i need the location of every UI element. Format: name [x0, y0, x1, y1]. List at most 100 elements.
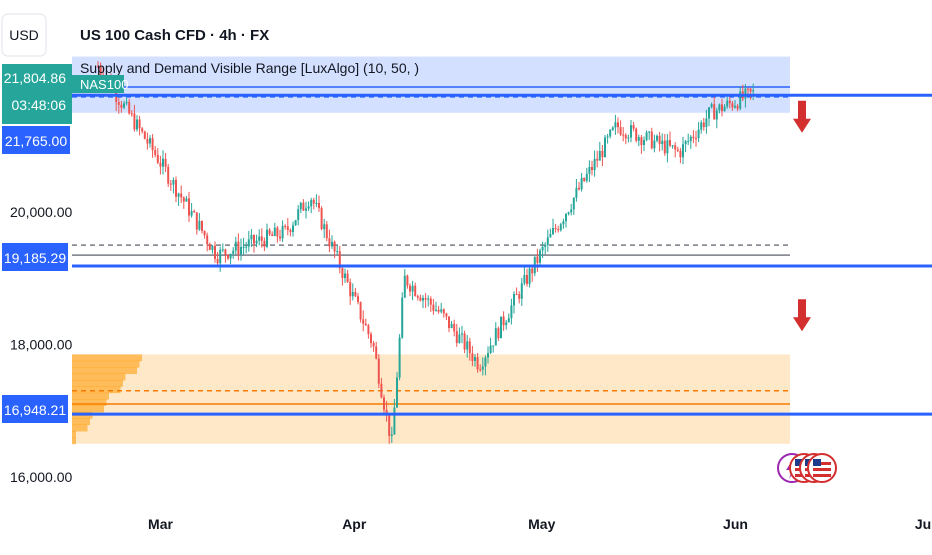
- candle-body: [437, 309, 440, 312]
- candle-body: [195, 212, 198, 230]
- candle-body: [190, 211, 193, 216]
- candle-body: [315, 202, 318, 204]
- candle-body: [117, 102, 120, 105]
- volume-bar: [72, 392, 109, 400]
- candle-body: [676, 149, 679, 151]
- x-tick-label: May: [528, 516, 555, 532]
- candle-body: [286, 226, 289, 231]
- candle-body: [663, 140, 666, 154]
- supply-zone: [72, 56, 790, 113]
- candle-body: [718, 104, 721, 111]
- candle-body: [523, 274, 526, 284]
- candle-body: [715, 110, 718, 120]
- candle-body: [591, 166, 593, 171]
- candle-body: [141, 128, 144, 132]
- currency-box[interactable]: [1, 13, 47, 57]
- candle-body: [151, 138, 154, 151]
- candle-body: [648, 131, 651, 133]
- candle-body: [609, 129, 612, 137]
- candle-body: [349, 282, 352, 297]
- candle-body: [169, 183, 172, 185]
- volume-bar: [72, 437, 76, 445]
- down-arrow-icon: [793, 100, 811, 133]
- candle-body: [658, 135, 661, 145]
- candle-body: [159, 162, 162, 167]
- candle-body: [500, 316, 502, 339]
- candle-body: [156, 154, 159, 163]
- candle-body: [445, 313, 448, 317]
- candle-body: [312, 199, 315, 204]
- symbol-title: US 100 Cash CFD · 4h · FX: [80, 27, 269, 44]
- candle-body: [510, 305, 513, 319]
- candle-body: [240, 246, 242, 255]
- candle-body: [705, 118, 708, 127]
- candle-body: [211, 245, 214, 250]
- candle-body: [549, 234, 552, 238]
- candle-body: [297, 209, 300, 221]
- candle-body: [253, 235, 255, 244]
- candle-body: [653, 140, 656, 149]
- candle-body: [143, 131, 146, 139]
- candle-body: [188, 198, 190, 216]
- candle-body: [494, 328, 497, 346]
- candle-body: [128, 101, 131, 114]
- candle-body: [643, 140, 645, 146]
- volume-bar: [72, 373, 126, 381]
- candle-body: [146, 138, 149, 144]
- candle-body: [544, 244, 547, 247]
- candle-body: [208, 244, 211, 250]
- candle-body: [570, 209, 573, 213]
- candle-body: [450, 323, 453, 328]
- candle-body: [162, 158, 164, 167]
- watermark-icons[interactable]: [777, 453, 837, 483]
- candle-body: [617, 122, 619, 128]
- candle-body: [180, 193, 183, 198]
- candle-body: [305, 208, 307, 211]
- horizontal-levels[interactable]: [72, 93, 932, 416]
- candle-body: [310, 199, 313, 207]
- candle-body: [669, 140, 671, 146]
- candle-body: [468, 341, 471, 354]
- candle-body: [682, 144, 684, 158]
- candle-body: [752, 90, 755, 92]
- symbol-tag-text: NAS100: [80, 77, 128, 92]
- candle-body: [448, 316, 450, 328]
- candle-body: [492, 345, 495, 347]
- candle-body: [736, 105, 739, 109]
- candle-body: [518, 294, 521, 299]
- down-arrow-icon: [793, 299, 811, 332]
- candle-body: [708, 107, 710, 119]
- x-tick-label: Jun: [723, 516, 748, 532]
- candle-body: [479, 369, 482, 371]
- candle-body: [175, 179, 177, 197]
- candle-body: [661, 140, 664, 145]
- volume-bar: [72, 405, 104, 413]
- candle-body: [268, 229, 271, 235]
- candle-body: [388, 413, 391, 436]
- candle-body: [656, 135, 658, 141]
- candle-body: [177, 193, 180, 197]
- candle-body: [578, 187, 580, 190]
- candle-body: [440, 309, 443, 312]
- volume-bar: [72, 354, 142, 362]
- candle-body: [203, 230, 206, 236]
- candle-body: [307, 206, 310, 209]
- candle-body: [341, 268, 344, 279]
- candle-body: [362, 319, 365, 324]
- candle-body: [632, 125, 635, 129]
- indicator-name[interactable]: Supply and Demand Visible Range [LuxAlgo…: [80, 60, 419, 76]
- candle-body: [351, 291, 354, 297]
- candle-body: [474, 357, 476, 361]
- candle-body: [622, 134, 625, 136]
- candle-body: [453, 323, 456, 332]
- candle-body: [432, 304, 435, 311]
- candle-body: [273, 227, 276, 236]
- candle-body: [684, 141, 687, 145]
- candle-body: [606, 136, 609, 138]
- candle-body: [583, 177, 586, 181]
- candle-body: [250, 235, 253, 240]
- candle-body: [414, 285, 417, 296]
- candle-body: [219, 249, 222, 264]
